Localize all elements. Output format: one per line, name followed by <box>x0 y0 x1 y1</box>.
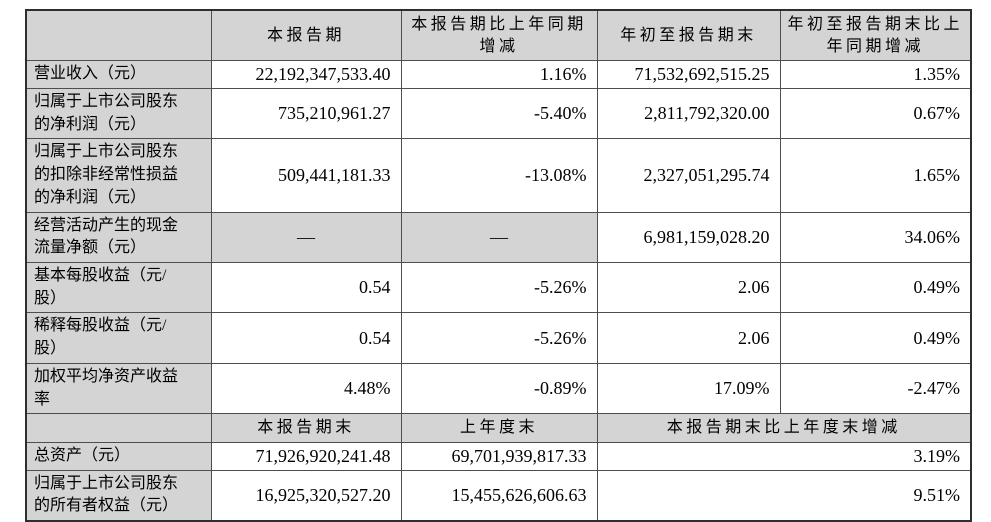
table-row-basic-eps: 基本每股收益（元/股） 0.54 -5.26% 2.06 0.49% <box>25 261 972 314</box>
value-prev-year-end: 15,455,626,606.63 <box>400 469 598 522</box>
value-current: 0.54 <box>210 312 402 364</box>
value-current-dash: — <box>210 211 402 263</box>
row-label: 总资产（元） <box>25 441 212 471</box>
value-current-yoy: -13.08% <box>400 138 598 213</box>
balance-header-row: 本报告期末 上年度末 本报告期末比上年度末增减 <box>25 413 972 443</box>
row-label: 归属于上市公司股东的扣除非经常性损益的净利润（元） <box>25 138 212 213</box>
value-report-period-end: 71,926,920,241.48 <box>210 441 402 471</box>
column-header-ytd-yoy: 年初至报告期末比上年同期增减 <box>779 9 972 62</box>
value-current-yoy: -5.40% <box>400 87 598 140</box>
value-report-period-end: 16,925,320,527.20 <box>210 469 402 522</box>
value-ytd-yoy: 0.49% <box>779 261 972 314</box>
value-ytd-yoy: 0.67% <box>779 87 972 140</box>
value-ytd-yoy: 1.65% <box>779 138 972 213</box>
column-header-end-vs-prev-year-end: 本报告期末比上年度末增减 <box>596 413 972 443</box>
value-ytd: 71,532,692,515.25 <box>596 60 781 89</box>
value-current-yoy: 1.16% <box>400 60 598 89</box>
row-label: 稀释每股收益（元/股） <box>25 312 212 364</box>
value-ytd: 2.06 <box>596 261 781 314</box>
row-label: 归属于上市公司股东的净利润（元） <box>25 87 212 140</box>
value-change: 3.19% <box>596 441 972 471</box>
value-prev-year-end: 69,701,939,817.33 <box>400 441 598 471</box>
period-header-row: 本报告期 本报告期比上年同期增减 年初至报告期末 年初至报告期末比上年同期增减 <box>25 9 972 62</box>
value-ytd-yoy: -2.47% <box>779 362 972 415</box>
value-current: 735,210,961.27 <box>210 87 402 140</box>
column-header-current-period: 本报告期 <box>210 9 402 62</box>
column-header-ytd: 年初至报告期末 <box>596 9 781 62</box>
table-row-diluted-eps: 稀释每股收益（元/股） 0.54 -5.26% 2.06 0.49% <box>25 312 972 364</box>
column-header-report-period-end: 本报告期末 <box>210 413 402 443</box>
value-current-yoy-dash: — <box>400 211 598 263</box>
table-row-net-profit: 归属于上市公司股东的净利润（元） 735,210,961.27 -5.40% 2… <box>25 87 972 140</box>
row-label: 基本每股收益（元/股） <box>25 261 212 314</box>
value-ytd-yoy: 1.35% <box>779 60 972 89</box>
column-header-prev-year-end: 上年度末 <box>400 413 598 443</box>
row-label: 经营活动产生的现金流量净额（元） <box>25 211 212 263</box>
value-change: 9.51% <box>596 469 972 522</box>
blank-corner-cell <box>25 413 212 443</box>
value-current: 4.48% <box>210 362 402 415</box>
row-label: 营业收入（元） <box>25 60 212 89</box>
value-ytd-yoy: 0.49% <box>779 312 972 364</box>
column-header-current-period-yoy: 本报告期比上年同期增减 <box>400 9 598 62</box>
table-row-total-assets: 总资产（元） 71,926,920,241.48 69,701,939,817.… <box>25 441 972 471</box>
value-current: 0.54 <box>210 261 402 314</box>
value-ytd: 17.09% <box>596 362 781 415</box>
table-row-net-profit-excl-nonrecurring: 归属于上市公司股东的扣除非经常性损益的净利润（元） 509,441,181.33… <box>25 138 972 213</box>
value-current-yoy: -5.26% <box>400 261 598 314</box>
value-ytd: 2,327,051,295.74 <box>596 138 781 213</box>
blank-corner-cell <box>25 9 212 62</box>
table-row-operating-cash-flow: 经营活动产生的现金流量净额（元） — — 6,981,159,028.20 34… <box>25 211 972 263</box>
value-ytd: 2.06 <box>596 312 781 364</box>
value-current: 509,441,181.33 <box>210 138 402 213</box>
value-current-yoy: -5.26% <box>400 312 598 364</box>
value-ytd: 2,811,792,320.00 <box>596 87 781 140</box>
financial-summary-table: 本报告期 本报告期比上年同期增减 年初至报告期末 年初至报告期末比上年同期增减 … <box>25 9 972 522</box>
row-label: 加权平均净资产收益率 <box>25 362 212 415</box>
value-current-yoy: -0.89% <box>400 362 598 415</box>
value-ytd: 6,981,159,028.20 <box>596 211 781 263</box>
table-row-revenue: 营业收入（元） 22,192,347,533.40 1.16% 71,532,6… <box>25 60 972 89</box>
value-current: 22,192,347,533.40 <box>210 60 402 89</box>
row-label: 归属于上市公司股东的所有者权益（元） <box>25 469 212 522</box>
table-row-shareholders-equity: 归属于上市公司股东的所有者权益（元） 16,925,320,527.20 15,… <box>25 469 972 522</box>
value-ytd-yoy: 34.06% <box>779 211 972 263</box>
table-row-weighted-avg-roe: 加权平均净资产收益率 4.48% -0.89% 17.09% -2.47% <box>25 362 972 415</box>
